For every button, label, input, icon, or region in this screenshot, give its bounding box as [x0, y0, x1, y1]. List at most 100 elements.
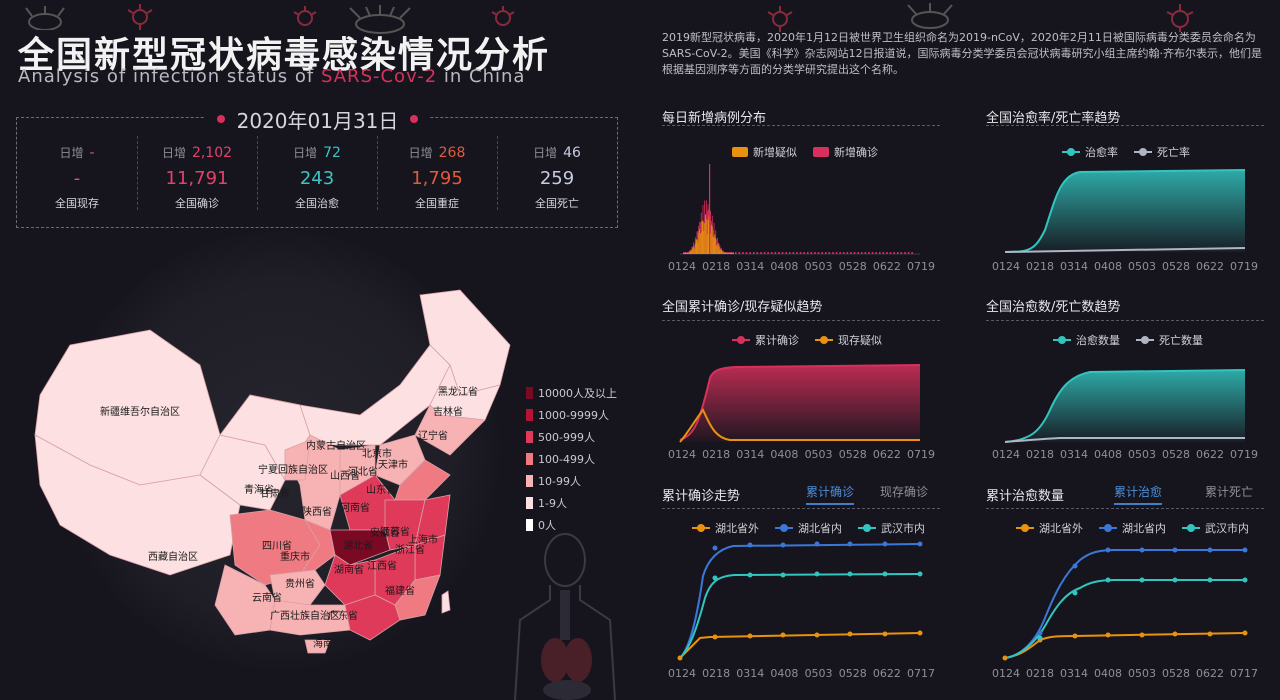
bar-new-suspected	[705, 214, 706, 254]
bar-new-suspected	[722, 252, 724, 254]
bar-new-confirmed	[810, 252, 813, 254]
legend-item[interactable]: 武汉市内	[1182, 520, 1249, 536]
map-label: 陕西省	[302, 505, 332, 518]
bar-new-confirmed	[897, 252, 899, 254]
bar-new-suspected	[720, 249, 722, 254]
legend-item[interactable]: 治愈数量	[1053, 332, 1120, 348]
tab-current-confirmed[interactable]: 现存确诊	[880, 485, 929, 499]
legend-item[interactable]: 500-999人	[526, 426, 617, 448]
bar-new-suspected	[701, 221, 703, 254]
bar-new-confirmed	[889, 252, 892, 254]
province-taiwan	[441, 590, 451, 614]
rate-chart	[1004, 169, 1246, 253]
panel-title: 全国累计确诊/现存疑似趋势	[662, 300, 823, 315]
legend-item[interactable]: 10-99人	[526, 470, 617, 492]
bar-new-suspected	[723, 252, 725, 254]
bar-new-confirmed	[785, 252, 787, 254]
bar-new-confirmed	[796, 252, 798, 254]
bar-new-suspected	[702, 220, 704, 254]
map-label: 云南省	[252, 591, 282, 604]
virus-icon	[491, 6, 515, 26]
tab-cumulative-deaths[interactable]: 累计死亡	[1205, 485, 1254, 499]
bar-new-confirmed	[857, 252, 859, 254]
legend-item[interactable]: 湖北省内	[775, 520, 842, 536]
bar-new-suspected	[710, 233, 711, 254]
bar-new-confirmed	[792, 252, 795, 254]
bar-new-suspected	[688, 251, 690, 254]
bar-new-suspected	[685, 253, 687, 254]
legend-item[interactable]: 1-9人	[526, 492, 617, 514]
bar-new-suspected	[712, 236, 714, 254]
bar-new-confirmed	[774, 252, 777, 254]
bar-new-confirmed	[861, 252, 863, 254]
bar-new-confirmed	[814, 252, 816, 254]
legend-item[interactable]: 湖北省外	[1016, 520, 1083, 536]
legend-item[interactable]: 治愈率	[1062, 144, 1118, 160]
legend-item[interactable]: 0人	[526, 514, 617, 536]
map-label: 河北省	[348, 465, 378, 478]
panel-divider	[662, 125, 940, 126]
map-label: 山西省	[330, 469, 360, 482]
stat-deaths: 日增 46 259 全国死亡	[497, 118, 617, 227]
legend-item[interactable]: 1000-9999人	[526, 404, 617, 426]
bar-new-confirmed	[825, 252, 827, 254]
page-title: 全国新型冠状病毒感染情况分析	[18, 35, 551, 76]
legend-item[interactable]: 湖北省外	[692, 520, 759, 536]
bar-new-suspected	[724, 252, 726, 254]
legend-item[interactable]: 新增疑似	[732, 144, 797, 160]
bar-new-confirmed	[799, 252, 802, 254]
tab-cumulative-cured[interactable]: 累计治愈	[1114, 483, 1163, 505]
bar-new-confirmed	[900, 252, 903, 254]
bar-new-confirmed	[719, 245, 721, 254]
china-map[interactable]: 新疆维吾尔自治区 西藏自治区 内蒙古自治区 黑龙江省 吉林省 辽宁省 北京市 天…	[30, 285, 530, 655]
legend-item[interactable]: 湖北省内	[1099, 520, 1166, 536]
province-ningxia	[284, 439, 311, 481]
bar-new-confirmed	[709, 164, 711, 254]
legend-item[interactable]: 新增确诊	[813, 144, 878, 160]
bar-new-suspected	[714, 234, 716, 254]
virus-icon	[25, 6, 65, 30]
bar-new-suspected	[711, 226, 713, 254]
stat-severe: 日增 268 1,795 全国重症	[377, 118, 497, 227]
province-guangdong	[344, 594, 401, 641]
x-axis: 0124 0218 0314 0408 0503 0528 0622 0719	[992, 448, 1258, 461]
stat-label: 全国确诊	[175, 197, 219, 210]
bar-new-suspected	[718, 246, 720, 254]
bar-new-suspected	[693, 246, 694, 254]
map-label: 内蒙古自治区	[306, 439, 366, 452]
bar-new-suspected	[715, 238, 717, 254]
date-display: 2020年01月31日	[205, 104, 430, 134]
tab-cumulative-confirmed[interactable]: 累计确诊	[806, 483, 855, 505]
stat-value: 1,795	[411, 168, 463, 189]
map-label: 天津市	[378, 458, 408, 471]
panel-divider	[662, 320, 940, 321]
panel-divider	[662, 508, 940, 509]
legend-item[interactable]: 100-499人	[526, 448, 617, 470]
virus-icon	[127, 4, 153, 30]
stat-value: -	[73, 168, 81, 189]
bar-new-confirmed	[893, 252, 895, 254]
bar-new-suspected	[731, 253, 733, 254]
panel-title: 每日新增病例分布	[662, 111, 767, 126]
virus-icon	[349, 5, 411, 34]
legend-item[interactable]: 现存疑似	[815, 332, 882, 348]
map-label: 广东省	[328, 609, 358, 622]
bar-new-confirmed	[839, 252, 841, 254]
cure-trend-chart	[1002, 547, 1248, 661]
legend-item[interactable]: 累计确诊	[732, 332, 799, 348]
stat-value: 259	[539, 168, 575, 189]
bar-new-suspected	[696, 239, 698, 254]
legend-item[interactable]: 死亡率	[1134, 144, 1190, 160]
legend-item[interactable]: 10000人及以上	[526, 382, 617, 404]
bar-new-confirmed	[807, 252, 809, 254]
legend-item[interactable]: 武汉市内	[858, 520, 925, 536]
bar-new-confirmed	[850, 252, 852, 254]
legend-item[interactable]: 死亡数量	[1136, 332, 1203, 348]
chart-legend: 治愈数量 死亡数量	[1053, 332, 1203, 348]
bar-new-confirmed	[817, 252, 820, 254]
bar-new-suspected	[684, 253, 686, 254]
bar-new-suspected	[700, 232, 702, 254]
bar-new-suspected	[716, 245, 717, 254]
bar-new-confirmed	[835, 252, 838, 254]
bar-new-confirmed	[789, 252, 791, 254]
